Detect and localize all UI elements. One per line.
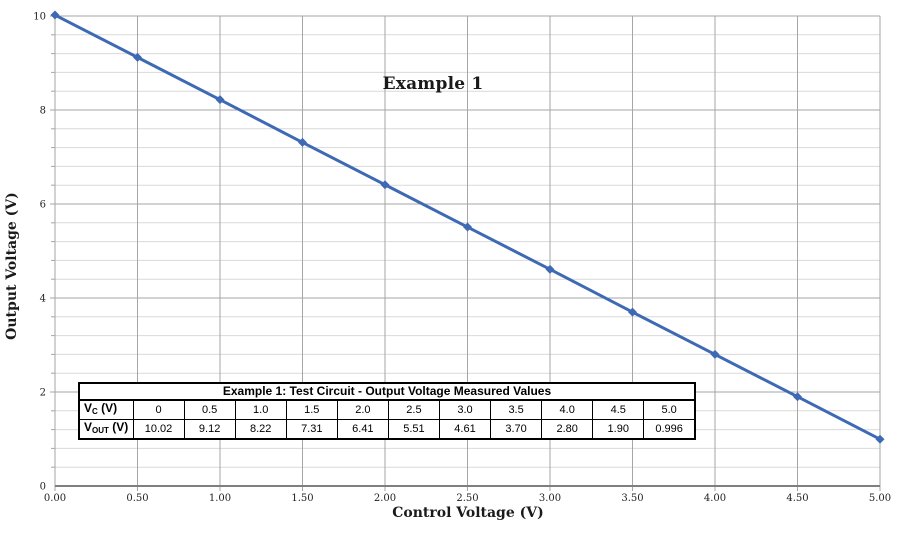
svg-text:10: 10 bbox=[33, 12, 46, 23]
table-cell: 5.51 bbox=[387, 419, 440, 440]
svg-text:1.00: 1.00 bbox=[209, 493, 231, 504]
row-label: VC (V) bbox=[78, 399, 134, 420]
svg-text:0.50: 0.50 bbox=[126, 493, 148, 504]
table-cell: 0.5 bbox=[183, 399, 236, 420]
svg-text:0: 0 bbox=[40, 482, 46, 493]
table-cell: 1.90 bbox=[592, 419, 645, 440]
table-cell: 4.61 bbox=[438, 419, 492, 440]
table-cell: 1.5 bbox=[285, 399, 338, 420]
table-cell: 4.0 bbox=[541, 399, 594, 420]
table-cell: 3.0 bbox=[438, 399, 492, 420]
svg-text:2.00: 2.00 bbox=[374, 493, 396, 504]
x-axis-title: Control Voltage (V) bbox=[392, 505, 544, 521]
svg-text:2: 2 bbox=[40, 388, 46, 399]
table-row: VC (V) 0 0.5 1.0 1.5 2.0 2.5 3.0 3.5 4.0 4.5 5.0 bbox=[78, 399, 696, 420]
data-point-markers bbox=[50, 10, 885, 444]
svg-text:0.00: 0.00 bbox=[44, 493, 66, 504]
svg-text:6: 6 bbox=[40, 200, 46, 211]
svg-text:1.50: 1.50 bbox=[291, 493, 313, 504]
svg-text:3.50: 3.50 bbox=[621, 493, 643, 504]
table-cell: 7.31 bbox=[285, 419, 338, 440]
table-cell: 9.12 bbox=[183, 419, 236, 440]
table-cell: 3.70 bbox=[490, 419, 543, 440]
table-cell: 3.5 bbox=[490, 399, 543, 420]
table-cell: 4.5 bbox=[592, 399, 645, 420]
table-cell: 5.0 bbox=[643, 399, 696, 420]
chart-title: Example 1 bbox=[382, 74, 484, 94]
tick-labels: 0.00 0.50 1.00 1.50 2.00 2.50 3.00 3.50 4.00 4.50… bbox=[33, 12, 891, 505]
table-cell: 0 bbox=[132, 399, 185, 420]
table-row: VOUT (V) 10.02 9.12 8.22 7.31 6.41 5.51 4.61 3.7… bbox=[78, 419, 696, 440]
svg-text:2.50: 2.50 bbox=[456, 493, 478, 504]
y-axis-title: Output Voltage (V) bbox=[4, 192, 20, 340]
svg-text:5.00: 5.00 bbox=[869, 493, 891, 504]
data-table-body: Example 1: Test Circuit - Output Voltage… bbox=[78, 382, 696, 440]
svg-text:8: 8 bbox=[40, 106, 46, 117]
table-header-row: Example 1: Test Circuit - Output Voltage… bbox=[78, 382, 696, 401]
table-cell: 2.0 bbox=[336, 399, 389, 420]
table-cell: 10.02 bbox=[132, 419, 185, 440]
table-title: Example 1: Test Circuit - Output Voltage… bbox=[78, 382, 696, 401]
row-label: VOUT (V) bbox=[78, 419, 134, 440]
svg-text:4.50: 4.50 bbox=[786, 493, 808, 504]
table-cell: 1.0 bbox=[234, 399, 287, 420]
svg-text:4: 4 bbox=[40, 294, 46, 305]
table-cell: 2.5 bbox=[387, 399, 440, 420]
table-cell: 8.22 bbox=[234, 419, 287, 440]
data-table: Example 1: Test Circuit - Output Voltage… bbox=[78, 382, 696, 440]
svg-text:3.00: 3.00 bbox=[539, 493, 561, 504]
table-cell: 6.41 bbox=[336, 419, 389, 440]
table-cell: 2.80 bbox=[541, 419, 594, 440]
svg-text:4.00: 4.00 bbox=[704, 493, 726, 504]
table-cell: 0.996 bbox=[643, 419, 696, 440]
